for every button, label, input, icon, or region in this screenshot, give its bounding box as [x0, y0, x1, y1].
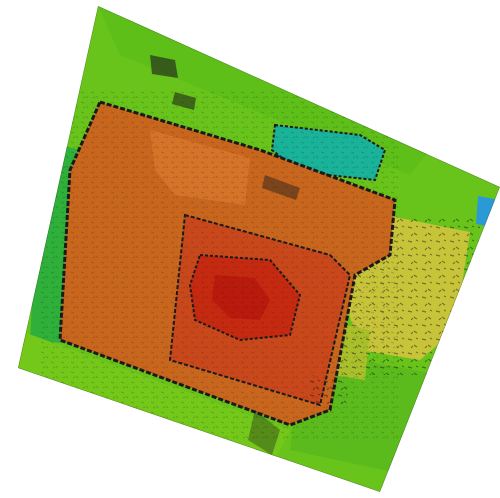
raster-tile	[18, 6, 500, 492]
